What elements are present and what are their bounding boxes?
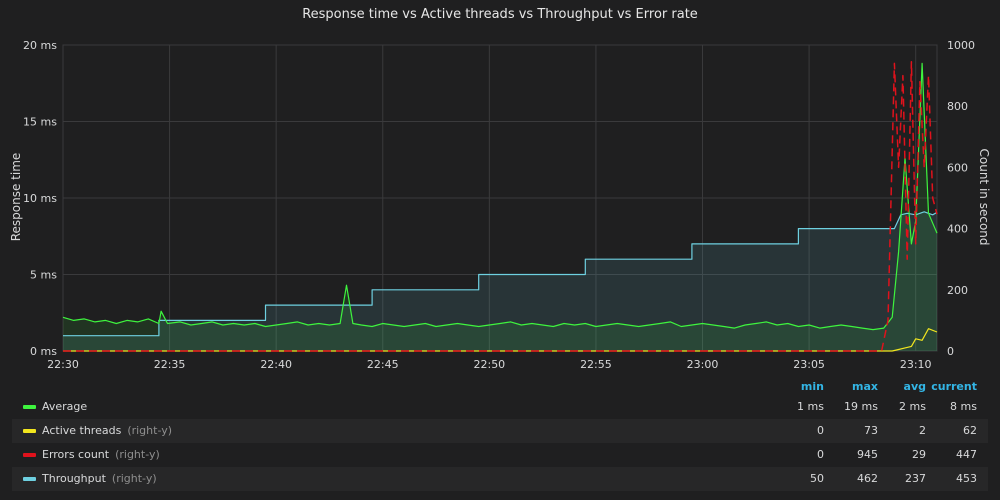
legend-series-name[interactable]: Throughput (right-y) [42,472,157,485]
legend-current: 8 ms [950,400,977,413]
y2-axis-title: Count in second [977,148,991,245]
y-tick-label: 5 ms [30,269,57,282]
x-tick-label: 22:30 [47,358,79,371]
series-line-errors-count[interactable] [63,61,938,352]
x-tick-label: 22:40 [260,358,292,371]
legend-header: min max avg current [12,376,988,395]
legend-max: 945 [857,448,878,461]
series-lines [62,61,938,352]
legend-current: 62 [963,424,977,437]
y2-tick-label: 600 [947,161,968,174]
legend-series-name[interactable]: Average [42,400,88,413]
x-tick-label: 23:10 [900,358,932,371]
legend-current: 453 [956,472,977,485]
series-line-average[interactable] [62,62,938,331]
y2-tick-label: 1000 [947,39,975,52]
legend-avg: 237 [905,472,926,485]
legend-min: 50 [810,472,824,485]
x-tick-label: 22:50 [473,358,505,371]
legend-min: 1 ms [797,400,824,413]
y2-tick-label: 0 [947,345,954,358]
legend-header-current[interactable]: current [931,380,977,393]
legend-header-avg[interactable]: avg [903,380,926,393]
x-axis-ticks: 22:30 22:35 22:40 22:45 22:50 22:55 23:00 23:05… [47,358,931,371]
y-tick-label: 0 ms [30,345,57,358]
legend-swatch-icon[interactable] [23,477,36,481]
legend-max: 19 ms [844,400,878,413]
legend-rows: Average 1 ms 19 ms 2 ms 8 ms Active thre… [12,395,988,491]
series-fill-throughput [63,211,937,351]
y-axis-title: Response time [9,153,23,242]
legend-current: 447 [956,448,977,461]
legend-max: 462 [857,472,878,485]
x-tick-label: 23:00 [687,358,719,371]
legend-swatch-icon[interactable] [23,453,36,457]
series-fills [63,63,937,352]
panel-title[interactable]: Response time vs Active threads vs Throu… [302,7,698,22]
series-fill-average [63,63,937,352]
legend-avg: 29 [912,448,926,461]
chart-area[interactable]: 22:30 22:35 22:40 22:45 22:50 22:55 23:00 23:05… [0,0,1000,372]
legend-row-average[interactable]: Average 1 ms 19 ms 2 ms 8 ms [12,395,988,419]
legend-row-active-threads[interactable]: Active threads (right-y) 0 73 2 62 [12,419,988,443]
legend-swatch-icon[interactable] [23,429,36,433]
y-tick-label: 20 ms [23,39,57,52]
legend-swatch-icon[interactable] [23,405,36,409]
x-tick-label: 22:35 [154,358,186,371]
legend-avg: 2 ms [899,400,926,413]
legend-max: 73 [864,424,878,437]
x-tick-label: 22:55 [580,358,612,371]
x-tick-label: 22:45 [367,358,399,371]
legend-row-throughput[interactable]: Throughput (right-y) 50 462 237 453 [12,467,988,491]
y2-tick-label: 200 [947,284,968,297]
legend-header-min[interactable]: min [800,380,824,393]
series-line-active-threads[interactable] [63,328,938,352]
series-line-throughput[interactable] [63,211,938,337]
legend-header-max[interactable]: max [852,380,878,393]
x-tick-label: 23:05 [793,358,825,371]
y-tick-label: 15 ms [23,116,57,129]
grid-lines [62,44,938,352]
y2-tick-label: 800 [947,100,968,113]
legend-row-errors-count[interactable]: Errors count (right-y) 0 945 29 447 [12,443,988,467]
legend-min: 0 [817,448,824,461]
y2-axis-ticks: 0 200 400 600 800 1000 [947,39,975,358]
legend-min: 0 [817,424,824,437]
y-tick-label: 10 ms [23,192,57,205]
y2-tick-label: 400 [947,223,968,236]
legend-series-name[interactable]: Errors count (right-y) [42,448,160,461]
legend-series-name[interactable]: Active threads (right-y) [42,424,173,437]
legend-table: min max avg current Average 1 ms 19 ms 2… [12,376,988,491]
y-axis-ticks: 0 ms 5 ms 10 ms 15 ms 20 ms [23,39,57,358]
legend-avg: 2 [919,424,926,437]
